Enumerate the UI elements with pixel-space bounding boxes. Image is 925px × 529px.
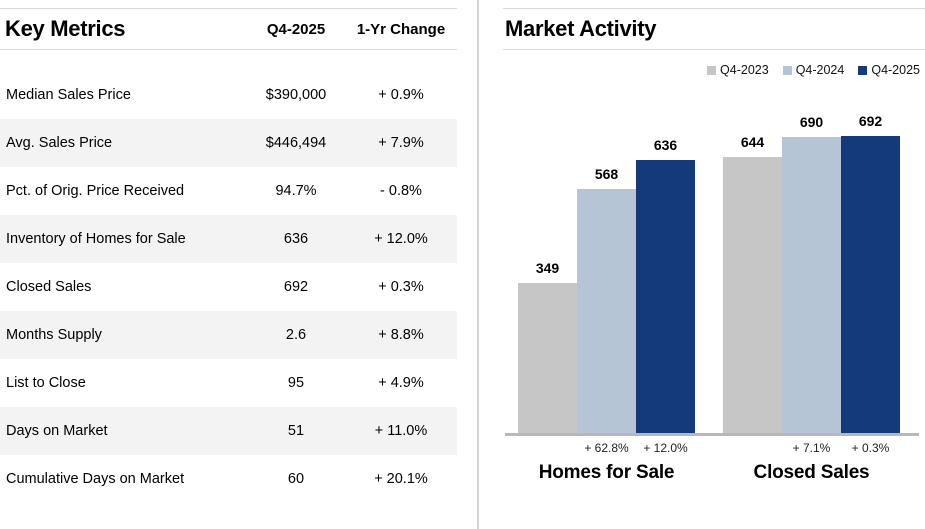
pct-change-label: + 0.3% <box>851 441 890 455</box>
metric-change: + 4.9% <box>378 375 424 391</box>
metric-label: Closed Sales <box>6 279 92 295</box>
bar-value-label: 349 <box>535 260 560 276</box>
bar: 568 <box>577 166 636 433</box>
metric-label: Months Supply <box>6 327 102 343</box>
legend-item: Q4-2024 <box>782 63 845 77</box>
pct-change-row: + 62.8% + 12.0% <box>518 441 695 455</box>
bar: 636 <box>636 137 695 433</box>
metric-change: + 11.0% <box>374 423 428 439</box>
bar-value-label: 690 <box>799 114 824 130</box>
bar-value-label: 568 <box>594 166 619 182</box>
metric-change: + 0.9% <box>378 87 424 103</box>
pct-change-label <box>723 441 782 455</box>
legend-label: Q4-2024 <box>795 63 845 77</box>
metric-q-value: $446,494 <box>265 135 327 151</box>
column-header-1yr-change: 1-Yr Change <box>356 20 446 38</box>
bar-rect <box>636 160 695 433</box>
metric-change: - 0.8% <box>380 183 422 199</box>
bar: 349 <box>518 260 577 433</box>
key-metrics-header: Key Metrics Q4-2025 1-Yr Change <box>0 8 457 50</box>
bar-group-footer: + 7.1% + 0.3% Closed Sales <box>723 441 900 484</box>
table-row: Inventory of Homes for Sale 636 + 12.0% <box>0 215 457 263</box>
chart-group-label: Closed Sales <box>753 462 870 483</box>
metric-change: + 7.9% <box>378 135 424 151</box>
metric-q-value: 94.7% <box>275 183 317 199</box>
chart-group-label: Homes for Sale <box>538 462 675 483</box>
bar-rect <box>518 283 577 433</box>
key-metrics-title: Key Metrics <box>5 16 126 41</box>
pct-change-label: + 7.1% <box>792 441 831 455</box>
metric-change: + 8.8% <box>378 327 424 343</box>
bar-value-label: 636 <box>653 137 678 153</box>
metric-label: Pct. of Orig. Price Received <box>6 183 185 199</box>
metric-q-value: 2.6 <box>285 327 307 343</box>
table-row: Closed Sales 692 + 0.3% <box>0 263 457 311</box>
legend-swatch-icon <box>782 65 792 75</box>
pct-change-label <box>518 441 577 455</box>
bar: 692 <box>841 113 900 433</box>
metric-q-value: $390,000 <box>265 87 327 103</box>
bar-group-footer: + 62.8% + 12.0% Homes for Sale <box>518 441 695 484</box>
table-row: Pct. of Orig. Price Received 94.7% - 0.8… <box>0 167 457 215</box>
metric-label: Avg. Sales Price <box>6 135 113 151</box>
bar-rect <box>841 136 900 433</box>
metric-q-value: 636 <box>283 231 309 247</box>
column-header-q4-2025: Q4-2025 <box>266 20 326 38</box>
bar-rect <box>577 189 636 433</box>
table-row: List to Close 95 + 4.9% <box>0 359 457 407</box>
key-metrics-rows: Median Sales Price $390,000 + 0.9% Avg. … <box>0 71 457 503</box>
bar-value-label: 692 <box>858 113 883 129</box>
legend-label: Q4-2023 <box>720 63 769 77</box>
chart-legend: Q4-2023 Q4-2024 Q4-2025 <box>707 63 920 77</box>
pct-change-label: + 62.8% <box>584 441 629 455</box>
table-row: Avg. Sales Price $446,494 + 7.9% <box>0 119 457 167</box>
legend-item: Q4-2025 <box>858 63 920 77</box>
metric-label: Inventory of Homes for Sale <box>6 231 186 247</box>
bar-value-label: 644 <box>740 134 765 150</box>
metric-label: Median Sales Price <box>6 87 131 103</box>
legend-label: Q4-2025 <box>871 63 920 77</box>
legend-swatch-icon <box>858 65 868 75</box>
bar: 644 <box>723 134 782 433</box>
metric-q-value: 692 <box>283 279 309 295</box>
market-activity-header: Market Activity <box>503 8 925 50</box>
bar: 690 <box>782 114 841 433</box>
metric-label: Cumulative Days on Market <box>6 471 185 487</box>
pct-change-label: + 12.0% <box>643 441 688 455</box>
metric-q-value: 60 <box>287 471 305 487</box>
panel-divider <box>477 0 479 529</box>
bar-rect <box>782 137 841 433</box>
bar-rect <box>723 157 782 433</box>
market-activity-title: Market Activity <box>505 16 657 41</box>
chart-plot: 349 568 636 644 690 692 <box>505 105 919 436</box>
bar-group: 349 568 636 <box>518 137 695 433</box>
metric-change: + 12.0% <box>374 231 428 247</box>
legend-swatch-icon <box>707 65 717 75</box>
table-row: Median Sales Price $390,000 + 0.9% <box>0 71 457 119</box>
metric-label: Days on Market <box>6 423 108 439</box>
pct-change-row: + 7.1% + 0.3% <box>723 441 900 455</box>
key-metrics-table: Median Sales Price $390,000 + 0.9% Avg. … <box>0 71 457 503</box>
metric-q-value: 95 <box>287 375 305 391</box>
chart-under: + 62.8% + 12.0% Homes for Sale + 7.1% + … <box>505 441 900 484</box>
table-row: Days on Market 51 + 11.0% <box>0 407 457 455</box>
market-activity-panel: Market Activity Q4-2023 Q4-2024 Q4-2025 … <box>503 0 925 529</box>
key-metrics-panel: Key Metrics Q4-2025 1-Yr Change Median S… <box>0 0 457 529</box>
metric-change: + 0.3% <box>378 279 424 295</box>
metric-label: List to Close <box>6 375 86 391</box>
metric-q-value: 51 <box>287 423 305 439</box>
bar-group: 644 690 692 <box>723 113 900 433</box>
legend-item: Q4-2023 <box>707 63 769 77</box>
table-row: Months Supply 2.6 + 8.8% <box>0 311 457 359</box>
table-row: Cumulative Days on Market 60 + 20.1% <box>0 455 457 503</box>
metric-change: + 20.1% <box>374 471 428 487</box>
